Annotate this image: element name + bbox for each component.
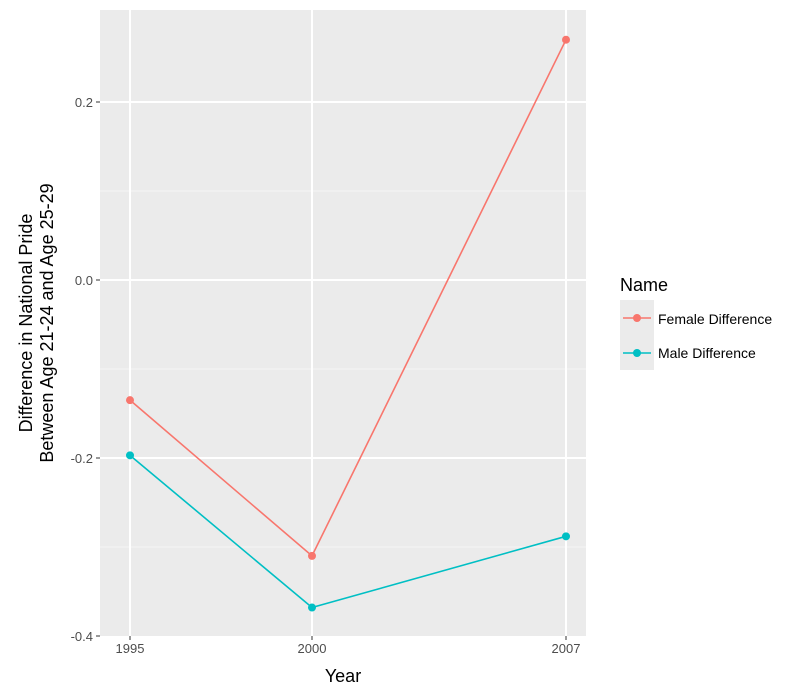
y-tick-label: 0.2 [75, 95, 93, 110]
legend-keys [623, 314, 651, 357]
legend: Name Female Difference Male Difference [620, 275, 772, 370]
data-point [126, 451, 134, 460]
y-tick-label: 0.0 [75, 273, 93, 288]
legend-label-male: Male Difference [658, 345, 756, 361]
data-point [562, 532, 570, 541]
y-tick-label: -0.2 [71, 451, 93, 466]
y-tick-label: -0.4 [71, 629, 93, 644]
minor-gridlines [100, 190, 586, 548]
legend-key-point [633, 349, 641, 357]
plot-panel [100, 10, 586, 636]
series-points [126, 35, 570, 612]
x-tick-label: 1995 [116, 641, 145, 656]
data-point [126, 396, 134, 405]
data-point [308, 551, 316, 560]
legend-key-point [633, 314, 641, 322]
legend-label-female: Female Difference [658, 311, 772, 327]
legend-title: Name [620, 275, 668, 295]
y-axis-ticks: 0.2 0.0 -0.2 -0.4 [71, 95, 100, 644]
data-point [308, 603, 316, 612]
x-axis-title: Year [325, 666, 361, 686]
y-axis-title-line-2: Between Age 21-24 and Age 25-29 [37, 183, 57, 462]
x-tick-label: 2007 [552, 641, 581, 656]
major-gridlines [100, 10, 586, 636]
y-axis-title-line-1: Difference in National Pride [16, 214, 36, 433]
data-point [562, 35, 570, 44]
x-tick-label: 2000 [298, 641, 327, 656]
x-axis-ticks: 1995 2000 2007 [116, 636, 581, 656]
